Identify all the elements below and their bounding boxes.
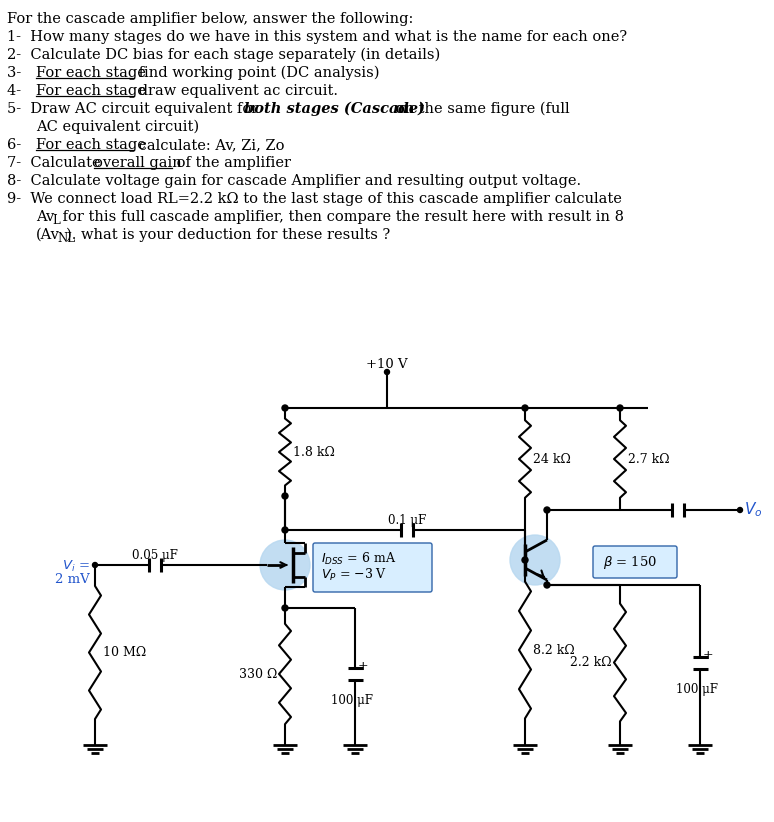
Text: of the amplifier: of the amplifier	[172, 156, 291, 170]
Text: L: L	[52, 214, 60, 227]
Text: 6-: 6-	[7, 138, 30, 152]
Text: 10 MΩ: 10 MΩ	[103, 646, 146, 659]
Text: 2 mV: 2 mV	[55, 573, 90, 586]
Text: For each stage: For each stage	[36, 66, 146, 80]
Text: 2.7 kΩ: 2.7 kΩ	[628, 452, 670, 465]
Text: both stages (Cascade): both stages (Cascade)	[244, 102, 425, 117]
Text: 100 μF: 100 μF	[331, 694, 373, 707]
Circle shape	[282, 605, 288, 611]
FancyBboxPatch shape	[313, 543, 432, 592]
Text: Av: Av	[36, 210, 54, 224]
Text: 4-: 4-	[7, 84, 30, 98]
Circle shape	[282, 493, 288, 499]
Circle shape	[522, 405, 528, 411]
Text: For the cascade amplifier below, answer the following:: For the cascade amplifier below, answer …	[7, 12, 413, 26]
Text: +: +	[703, 649, 714, 662]
Text: $V_o$: $V_o$	[744, 501, 762, 520]
Circle shape	[544, 507, 550, 513]
Text: $\beta$ = 150: $\beta$ = 150	[603, 554, 657, 571]
Circle shape	[544, 582, 550, 588]
Text: AC equivalent circuit): AC equivalent circuit)	[36, 120, 199, 134]
Text: for this full cascade amplifier, then compare the result here with result in 8: for this full cascade amplifier, then co…	[58, 210, 624, 224]
Text: 0.05 μF: 0.05 μF	[132, 549, 178, 562]
Circle shape	[617, 405, 623, 411]
Text: $V_i$ =: $V_i$ =	[62, 559, 90, 574]
Text: the same figure (full: the same figure (full	[414, 102, 570, 117]
Text: 0.1 μF: 0.1 μF	[388, 514, 426, 527]
Text: 100 μF: 100 μF	[676, 682, 718, 695]
Text: For each stage: For each stage	[36, 138, 146, 152]
Circle shape	[385, 370, 389, 375]
Text: For each stage: For each stage	[36, 84, 146, 98]
Text: $V_P$ = −3 V: $V_P$ = −3 V	[321, 567, 387, 583]
Text: ). what is your deduction for these results ?: ). what is your deduction for these resu…	[66, 228, 390, 242]
Text: 8-  Calculate voltage gain for cascade Amplifier and resulting output voltage.: 8- Calculate voltage gain for cascade Am…	[7, 174, 581, 188]
Circle shape	[738, 507, 742, 512]
Text: 3-: 3-	[7, 66, 30, 80]
Text: 7-  Calculate: 7- Calculate	[7, 156, 105, 170]
Text: NL: NL	[57, 232, 75, 245]
Text: $I_{DSS}$ = 6 mA: $I_{DSS}$ = 6 mA	[321, 551, 396, 567]
Text: find working point (DC analysis): find working point (DC analysis)	[134, 66, 379, 81]
Text: 2.2 kΩ: 2.2 kΩ	[570, 656, 612, 669]
Circle shape	[93, 562, 98, 567]
Text: on: on	[394, 102, 414, 116]
Circle shape	[510, 535, 560, 585]
Text: draw equalivent ac circuit.: draw equalivent ac circuit.	[134, 84, 338, 98]
Text: +10 V: +10 V	[366, 358, 408, 371]
Circle shape	[282, 527, 288, 533]
Circle shape	[282, 405, 288, 411]
Text: 8.2 kΩ: 8.2 kΩ	[533, 644, 575, 657]
Text: 330 Ω: 330 Ω	[238, 667, 277, 681]
Text: 24 kΩ: 24 kΩ	[533, 452, 571, 465]
FancyBboxPatch shape	[593, 546, 677, 578]
Text: 9-  We connect load RL=2.2 kΩ to the last stage of this cascade amplifier calcul: 9- We connect load RL=2.2 kΩ to the last…	[7, 192, 622, 206]
Text: (Av: (Av	[36, 228, 60, 242]
Circle shape	[260, 540, 310, 590]
Text: 5-  Draw AC circuit equivalent for: 5- Draw AC circuit equivalent for	[7, 102, 263, 116]
Circle shape	[522, 557, 528, 563]
Text: +: +	[358, 660, 368, 673]
Text: calculate: Av, Zi, Zo: calculate: Av, Zi, Zo	[134, 138, 285, 152]
Text: 1-  How many stages do we have in this system and what is the name for each one?: 1- How many stages do we have in this sy…	[7, 30, 627, 44]
Text: overall gain: overall gain	[94, 156, 182, 170]
Text: 2-  Calculate DC bias for each stage separately (in details): 2- Calculate DC bias for each stage sepa…	[7, 48, 440, 62]
Text: 1.8 kΩ: 1.8 kΩ	[293, 446, 335, 459]
